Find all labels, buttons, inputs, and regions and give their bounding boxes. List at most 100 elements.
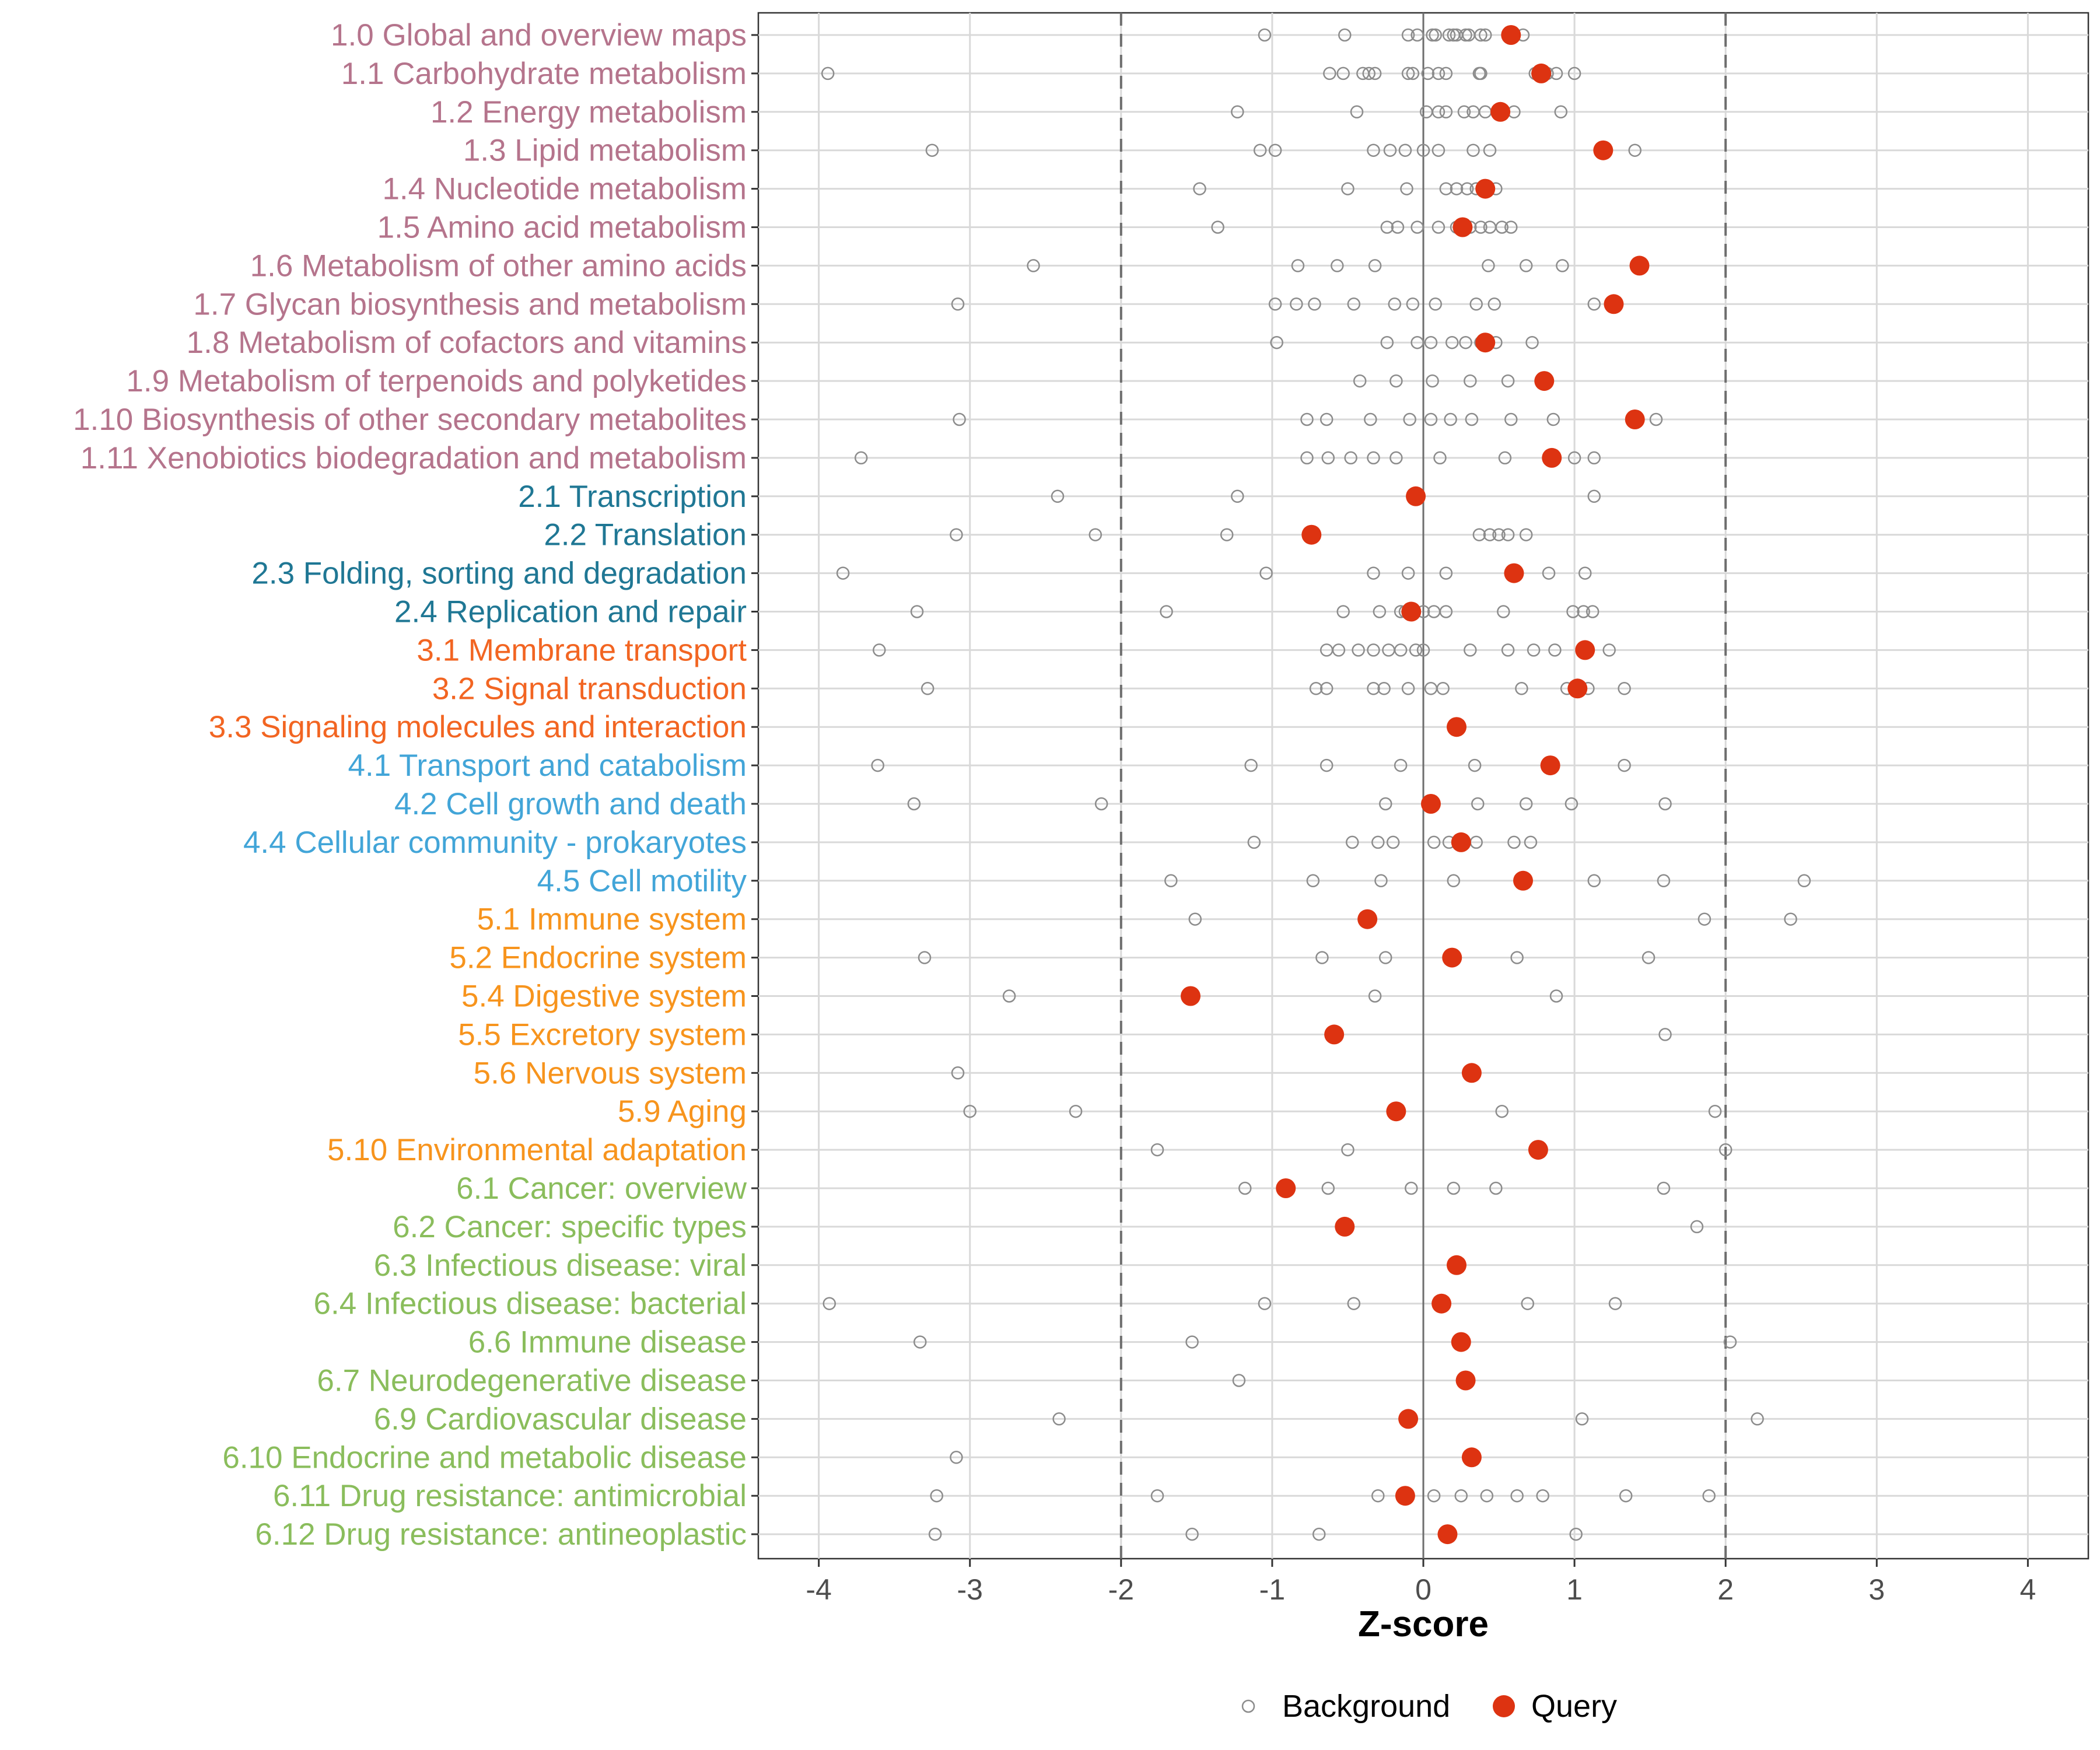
category-label: 5.5 Excretory system <box>458 1017 747 1052</box>
query-point <box>1301 524 1322 545</box>
background-point <box>1439 605 1453 618</box>
x-axis: -4 -3 -2 -1 0 1 2 3 4 <box>806 1559 2036 1606</box>
background-point <box>1450 182 1464 195</box>
background-point <box>1291 259 1305 272</box>
x-tick-label: 1 <box>1566 1573 1583 1606</box>
query-point <box>1629 256 1650 276</box>
background-point <box>1232 1374 1246 1387</box>
x-tick-label: -4 <box>806 1573 831 1606</box>
query-point <box>1386 1101 1406 1122</box>
background-point <box>1367 451 1380 465</box>
background-point <box>1377 682 1391 695</box>
category-label: 1.9 Metabolism of terpenoids and polyket… <box>126 364 747 398</box>
background-point <box>1378 951 1392 964</box>
background-point <box>1403 412 1416 426</box>
background-point <box>1439 66 1453 80</box>
background-point <box>1524 835 1538 849</box>
background-point <box>1567 66 1581 80</box>
background-point <box>822 1297 836 1310</box>
query-point <box>1593 140 1614 160</box>
query-point <box>1447 717 1466 737</box>
query-point <box>1461 1447 1482 1468</box>
background-point <box>1488 298 1502 311</box>
background-point <box>1432 105 1446 119</box>
x-tick-label: -2 <box>1108 1573 1134 1606</box>
background-point <box>1380 220 1394 234</box>
background-point <box>950 528 963 541</box>
background-point <box>1510 1489 1524 1503</box>
query-point <box>1357 909 1378 929</box>
background-point <box>1002 989 1016 1003</box>
background-point <box>1315 951 1329 964</box>
background-point <box>1426 374 1439 388</box>
background-point <box>1321 1181 1335 1195</box>
category-label: 6.11 Drug resistance: antimicrobial <box>273 1479 747 1513</box>
background-point <box>1519 797 1533 811</box>
background-point <box>873 643 886 657</box>
query-point <box>1531 63 1552 83</box>
background-point <box>1398 144 1412 157</box>
background-point <box>1353 374 1367 388</box>
background-point <box>1784 912 1797 926</box>
background-point <box>1548 643 1562 657</box>
legend-background-marker <box>1241 1699 1255 1713</box>
background-point <box>1341 182 1354 195</box>
background-point <box>1388 298 1402 311</box>
background-point <box>1429 28 1442 42</box>
background-point <box>1394 643 1408 657</box>
background-point <box>1338 28 1352 42</box>
background-point <box>1507 835 1521 849</box>
background-point <box>1088 528 1102 541</box>
background-point <box>913 1335 927 1349</box>
background-point <box>951 1066 965 1080</box>
query-point <box>1406 486 1426 506</box>
background-point <box>1618 758 1631 772</box>
background-point <box>1602 643 1616 657</box>
background-point <box>1406 66 1420 80</box>
background-point <box>1371 1489 1385 1503</box>
category-label: 4.5 Cell motility <box>537 864 747 898</box>
background-point <box>951 298 965 311</box>
background-point <box>1386 835 1400 849</box>
background-point <box>1429 298 1442 311</box>
query-point <box>1528 1140 1548 1160</box>
category-label: 2.4 Replication and repair <box>394 595 747 629</box>
legend-query-marker <box>1493 1695 1515 1717</box>
query-point <box>1567 678 1588 699</box>
query-point <box>1461 1063 1482 1083</box>
background-point <box>1308 298 1321 311</box>
background-point <box>950 1451 963 1464</box>
background-point <box>1460 182 1474 195</box>
background-point <box>1658 797 1672 811</box>
category-label: 1.11 Xenobiotics biodegradation and meta… <box>80 441 747 475</box>
x-tick-label: -3 <box>957 1573 982 1606</box>
background-point <box>1432 66 1446 80</box>
background-point <box>1466 144 1480 157</box>
background-point <box>1094 797 1108 811</box>
background-point <box>1569 1527 1583 1541</box>
background-point <box>1447 874 1461 888</box>
background-point <box>1587 298 1601 311</box>
background-point <box>1323 66 1336 80</box>
query-point <box>1452 217 1473 237</box>
background-point <box>1536 1489 1549 1503</box>
background-point <box>1427 1489 1441 1503</box>
category-label: 6.10 Endocrine and metabolic disease <box>222 1440 747 1475</box>
background-point <box>1501 374 1515 388</box>
background-point <box>1577 605 1590 618</box>
background-point <box>1344 451 1357 465</box>
background-point <box>1464 643 1477 657</box>
query-point <box>1324 1024 1345 1045</box>
background-point <box>1698 912 1712 926</box>
query-point <box>1398 1409 1419 1429</box>
category-label: 6.6 Immune disease <box>468 1325 747 1360</box>
background-point <box>1439 105 1453 119</box>
background-point <box>1608 1297 1622 1310</box>
category-label: 1.0 Global and overview maps <box>331 18 747 52</box>
category-label: 6.7 Neurodegenerative disease <box>317 1364 747 1398</box>
background-point <box>1027 259 1040 272</box>
category-label: 6.4 Infectious disease: bacterial <box>314 1287 747 1321</box>
background-point <box>1587 489 1601 503</box>
background-point <box>1390 451 1403 465</box>
background-point <box>1409 643 1423 657</box>
